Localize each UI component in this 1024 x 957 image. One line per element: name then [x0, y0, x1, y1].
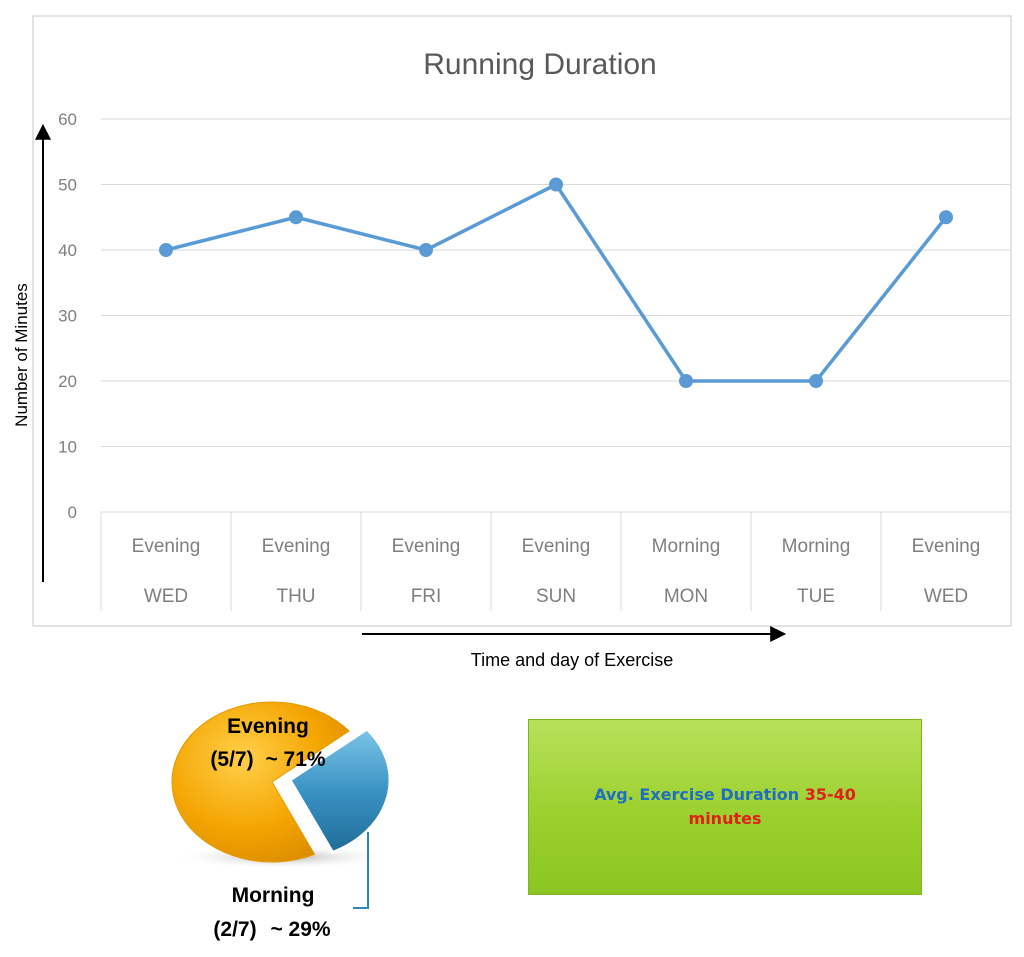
pie-value-evening: (5/7) ~ 71% [210, 748, 325, 771]
x-category-day: WED [924, 586, 968, 607]
y-tick-label: 30 [58, 307, 77, 326]
x-category-day: MON [664, 586, 708, 607]
data-point [159, 243, 173, 257]
avg-duration-unit: minutes [688, 809, 762, 828]
x-category-day: THU [276, 586, 315, 607]
avg-duration-box: Avg. Exercise Duration 35-40 minutes [528, 719, 922, 895]
x-axis-categories: Evening WED Evening THU Evening FRI Evening SUN… [100, 512, 1012, 611]
y-axis-label: Number of Minutes [12, 283, 31, 427]
x-category-time: Morning [652, 536, 721, 557]
x-category-time: Evening [392, 536, 461, 557]
pie-percent-morning: ~ 29% [270, 918, 330, 941]
y-tick-label: 50 [58, 176, 77, 195]
y-tick-label: 10 [58, 438, 77, 457]
avg-duration-value: 35-40 [804, 785, 856, 804]
x-category-day: FRI [411, 586, 442, 607]
pie-fraction-morning: (2/7) [213, 918, 256, 941]
x-category-time: Evening [262, 536, 331, 557]
data-point [809, 374, 823, 388]
x-category-time: Evening [132, 536, 201, 557]
pie-label-evening: Evening [227, 715, 309, 738]
pie-slice-morning [287, 727, 392, 855]
x-category-day: SUN [536, 586, 576, 607]
x-axis-label: Time and day of Exercise [471, 650, 673, 670]
data-point [419, 243, 433, 257]
pie-value-morning: (2/7) ~ 29% [213, 918, 330, 941]
x-category-time: Morning [782, 536, 851, 557]
pie-fraction-evening: (5/7) [210, 748, 253, 771]
avg-duration-text: Avg. Exercise Duration 35-40 minutes [594, 783, 856, 831]
data-point [549, 177, 563, 192]
data-point [939, 210, 953, 225]
series-running-duration [159, 177, 953, 388]
pie-slice-evening [171, 701, 350, 863]
morning-leader-line [353, 832, 369, 909]
y-tick-label: 60 [58, 110, 77, 129]
x-category-time: Evening [912, 536, 981, 557]
avg-duration-label: Avg. Exercise Duration [594, 785, 800, 804]
x-category-day: TUE [797, 586, 835, 607]
chart-title: Running Duration [423, 48, 656, 81]
data-point [289, 210, 303, 225]
y-axis-ticks: 0 10 20 30 40 50 60 [58, 110, 77, 522]
data-point [679, 374, 693, 388]
pie-chart: Evening (5/7) ~ 71% Morning (2/7) ~ 29% [171, 701, 393, 941]
y-tick-label: 40 [58, 241, 77, 260]
y-tick-label: 20 [58, 372, 77, 391]
y-tick-label: 0 [68, 503, 77, 522]
x-category-time: Evening [522, 536, 591, 557]
x-category-day: WED [144, 586, 188, 607]
pie-label-morning: Morning [232, 884, 315, 907]
pie-percent-evening: ~ 71% [265, 748, 325, 771]
chart-border [32, 15, 1012, 627]
